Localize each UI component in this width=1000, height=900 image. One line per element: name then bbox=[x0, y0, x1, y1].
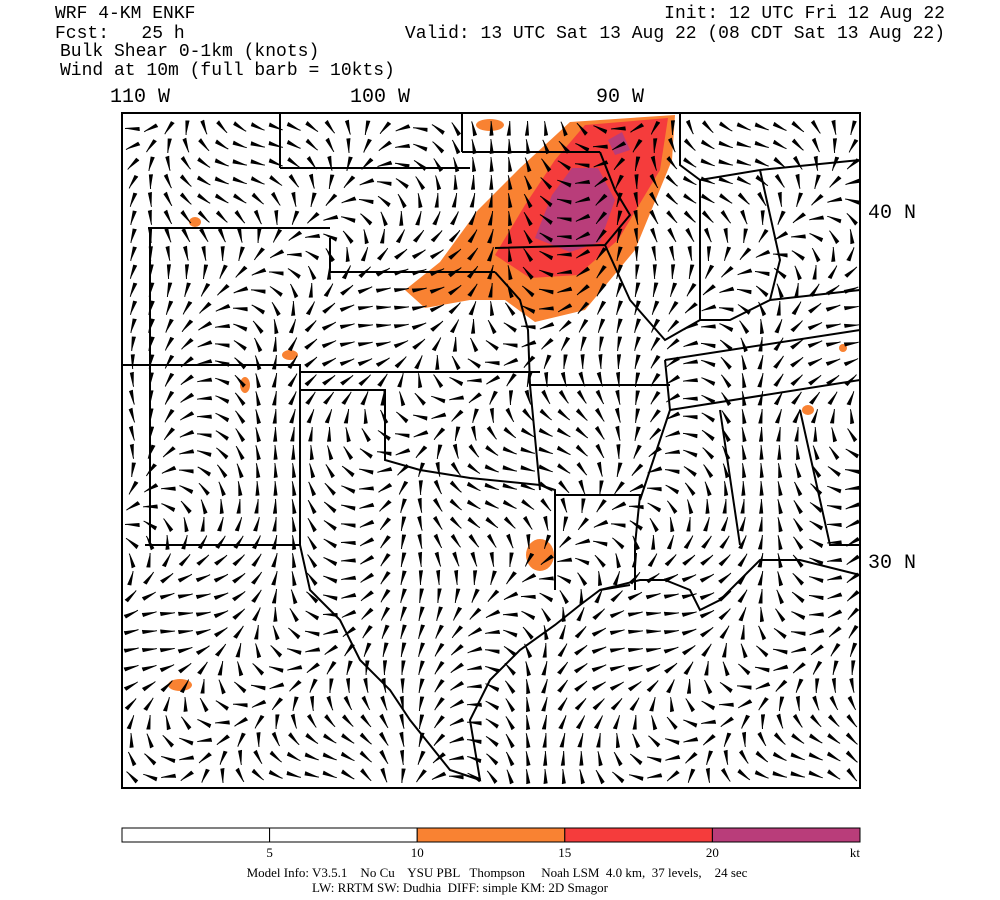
colorbar-segment bbox=[711, 827, 861, 843]
colorbar-segment bbox=[564, 827, 713, 843]
lon-label: 110 W bbox=[110, 86, 170, 109]
shear-20 bbox=[535, 168, 615, 252]
map bbox=[121, 112, 861, 789]
colorbar-segment bbox=[416, 827, 566, 843]
colorbar-label: 15 bbox=[558, 845, 571, 860]
colorbar-label: kt bbox=[850, 845, 861, 860]
wind-barbs bbox=[123, 119, 861, 785]
lon-label: 90 W bbox=[596, 86, 644, 109]
colorbar-segment bbox=[121, 827, 271, 843]
model-title: WRF 4-KM ENKF bbox=[55, 4, 195, 24]
colorbar-label: 5 bbox=[266, 845, 273, 860]
barb bbox=[123, 119, 861, 785]
lat-label: 40 N bbox=[868, 202, 916, 225]
colorbar-segment bbox=[269, 827, 418, 843]
colorbar-label: 20 bbox=[706, 845, 719, 860]
field-name: Bulk Shear 0-1km (knots) bbox=[60, 42, 319, 62]
colorbar-label: 10 bbox=[411, 845, 424, 860]
valid-time: Valid: 13 UTC Sat 13 Aug 22 (08 CDT Sat … bbox=[405, 24, 945, 44]
model-info: Model Info: V3.5.1 No Cu YSU PBL Thompso… bbox=[247, 865, 748, 880]
init-time: Init: 12 UTC Fri 12 Aug 22 bbox=[664, 4, 945, 24]
wind-note: Wind at 10m (full barb = 10kts) bbox=[60, 61, 395, 81]
shear-spots bbox=[168, 119, 847, 691]
lat-label: 30 N bbox=[868, 552, 916, 575]
colorbar: 5 10 15 20 kt bbox=[121, 827, 861, 860]
forecast-hour: Fcst: 25 h bbox=[55, 24, 185, 44]
lon-label: 100 W bbox=[350, 86, 410, 109]
map-border bbox=[121, 112, 861, 789]
state-borders bbox=[122, 113, 861, 782]
physics-info: LW: RRTM SW: Dudhia DIFF: simple KM: 2D … bbox=[312, 880, 609, 895]
